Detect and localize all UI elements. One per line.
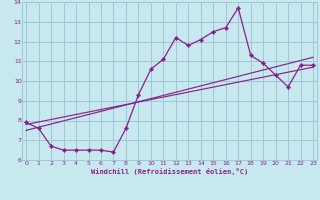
X-axis label: Windchill (Refroidissement éolien,°C): Windchill (Refroidissement éolien,°C): [91, 168, 248, 175]
